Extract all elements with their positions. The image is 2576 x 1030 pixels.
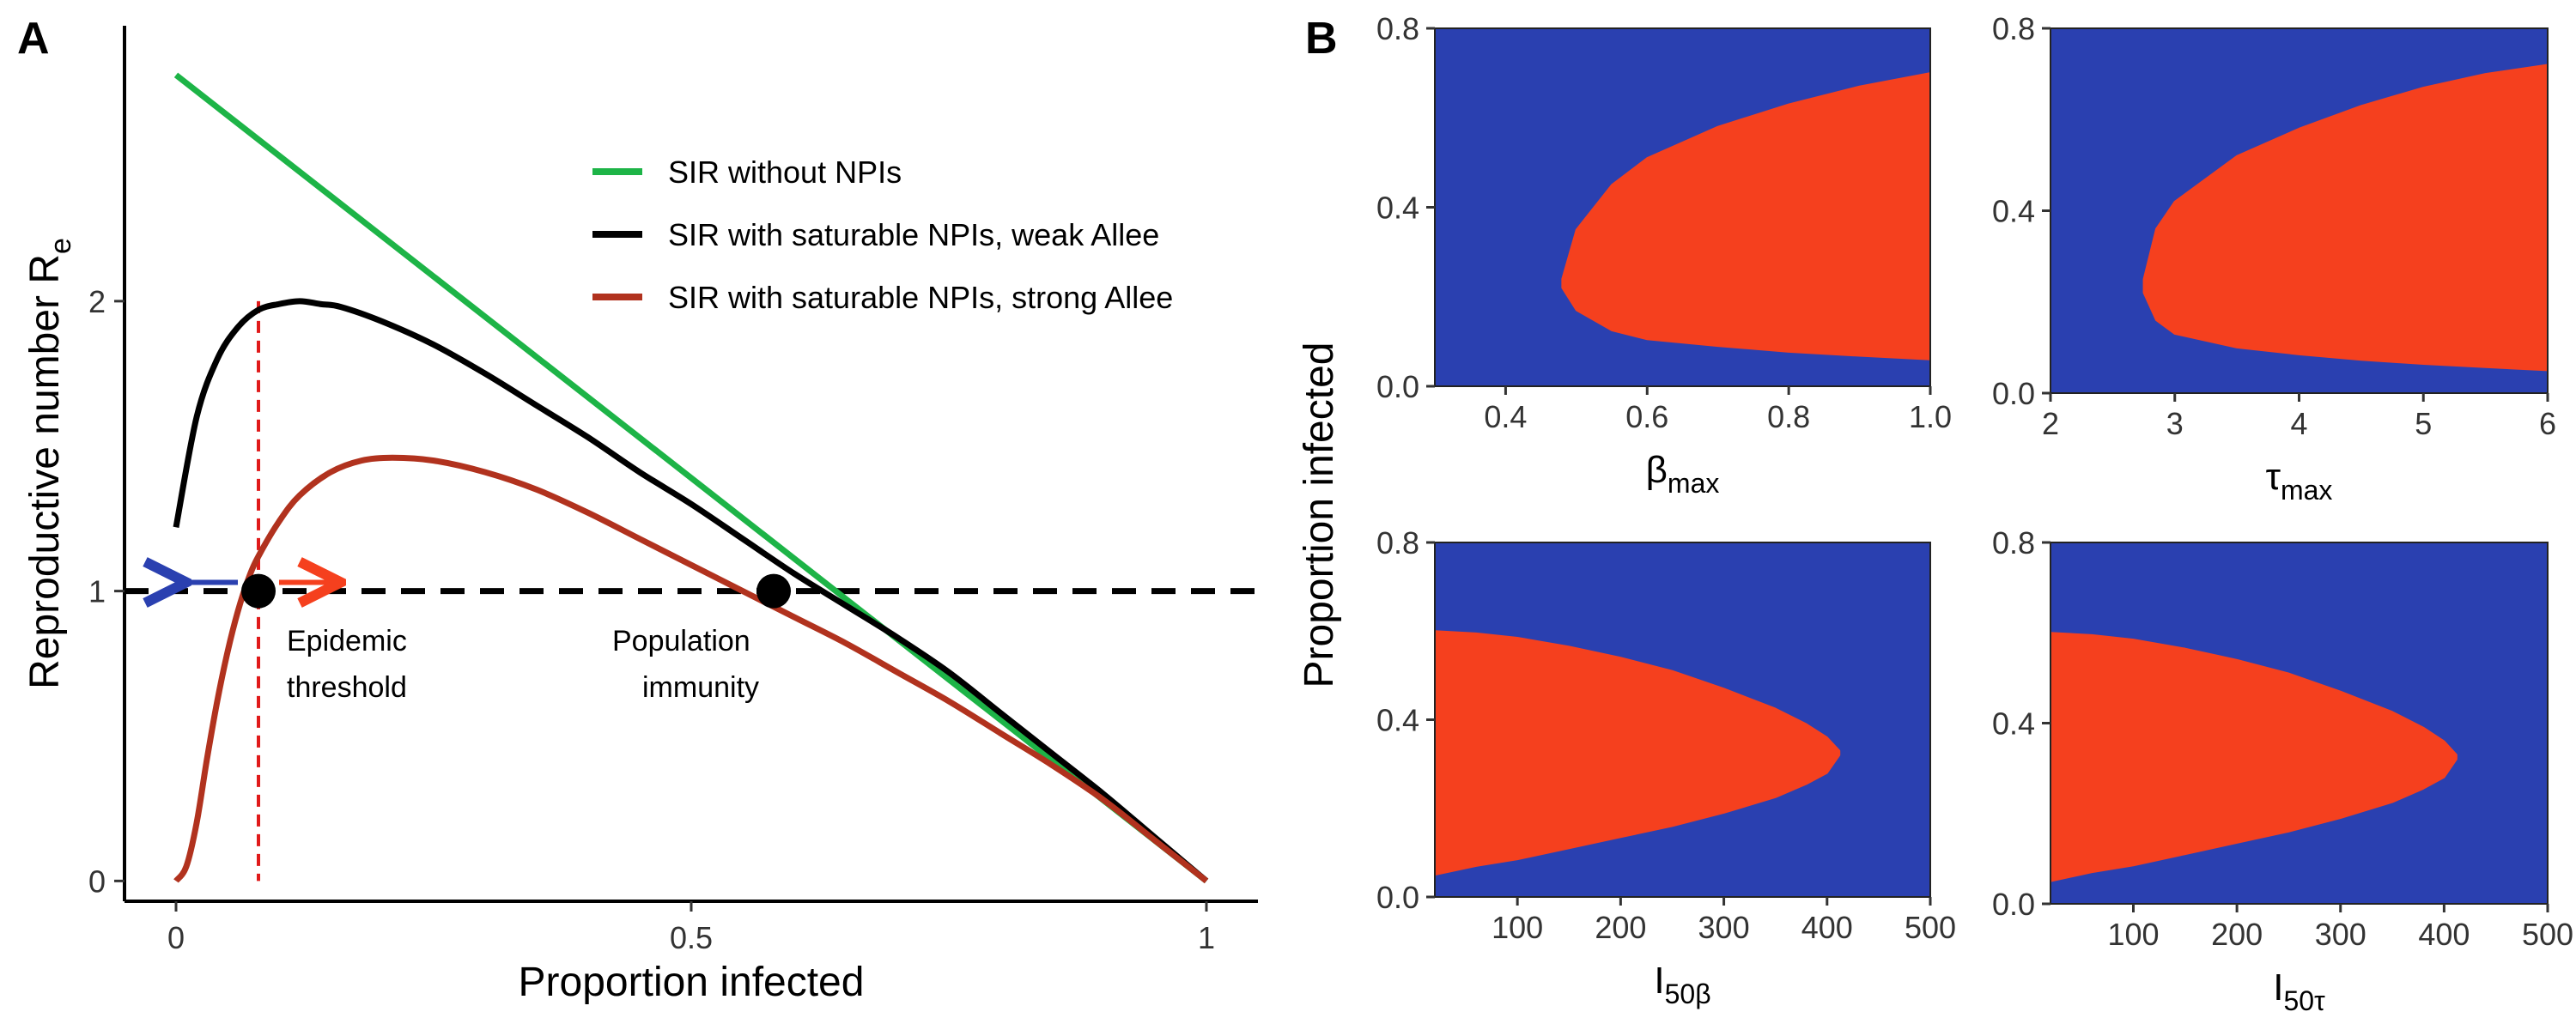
heatmap-beta-max-y-tick-label: 0.4 [1376,191,1419,226]
legend-label-black: SIR with saturable NPIs, weak Allee [668,217,1159,252]
panel-a-ylabel: Reproductive number Re [22,238,77,689]
panel-a-xlabel: Proportion infected [519,960,865,1005]
panel-a-x-tick-label: 0.5 [670,920,713,955]
legend-label-green: SIR without NPIs [668,154,902,190]
heatmap-tau-max-xlabel: τmax [2266,456,2333,506]
heatmap-i50-tau-x-tick-label: 100 [2107,917,2159,952]
annotation-immunity-line2: immunity [642,671,759,704]
heatmap-beta-max-x-tick-label: 0.4 [1484,399,1527,434]
panel-a-ylabel-sub: e [45,238,77,254]
heatmap-beta-max-y-tick-label: 0.8 [1376,11,1419,46]
panel-b-plots: 0.4 0.6 0.8 1.0 0.0 0.4 0.8 βmax 2 3 4 5 6 0.0 0.4 0.8 τ… [1376,11,2573,1016]
legend: SIR without NPIs SIR with saturable NPIs… [592,154,1173,315]
series-weak-allee [173,298,1209,884]
heatmap-i50-beta-xlabel: I50β [1654,960,1710,1009]
heatmap-i50-tau-x-tick-label: 200 [2211,917,2263,952]
series-strong-allee [173,454,1209,884]
panel-a-y-tick-label: 1 [88,574,106,609]
heatmap-i50-tau-y-tick-label: 0.4 [1992,706,2035,742]
heatmap-tau-max-y-tick-label: 0.4 [1992,194,2035,229]
heatmap-i50-beta-x-tick-label: 300 [1698,910,1750,945]
heatmap-tau-max-y-tick-label: 0.0 [1992,376,2035,411]
heatmap-tau-max-y-tick-label: 0.8 [1992,11,2035,46]
heatmap-beta-max-y-tick-label: 0.0 [1376,369,1419,404]
heatmap-i50-tau-x-tick-label: 300 [2315,917,2366,952]
population-immunity-point [756,573,791,609]
heatmap-tau-max-x-tick-label: 5 [2415,406,2432,441]
panel-a-x-tick-label: 1 [1198,920,1215,955]
epidemic-threshold-point [241,573,276,609]
heatmap-tau-max-x-tick-label: 2 [2042,406,2059,441]
heatmap-i50-tau-region [2050,632,2458,882]
legend-label-red: SIR with saturable NPIs, strong Allee [668,280,1173,315]
heatmap-i50-beta-y-tick-label: 0.8 [1376,525,1419,560]
heatmap-beta-max-x-tick-label: 1.0 [1909,399,1952,434]
heatmap-i50-beta-x-tick-label: 200 [1595,910,1646,945]
heatmap-i50-beta-y-tick-label: 0.4 [1376,703,1419,738]
heatmap-tau-max-x-tick-label: 6 [2539,406,2556,441]
panel-a-plot: 0 0.5 1 0 1 2 [88,26,1258,955]
heatmap-tau-max-x-tick-label: 4 [2290,406,2307,441]
panel-a-y-tick-label: 0 [88,863,106,899]
heatmap-i50-beta-x-tick-label: 400 [1801,910,1853,945]
heatmap-beta-max-x-tick-label: 0.8 [1767,399,1810,434]
panel-a-letter: A [17,14,50,64]
heatmap-i50-tau-x-tick-label: 500 [2522,917,2573,952]
heatmap-i50-tau-x-tick-label: 400 [2418,917,2470,952]
heatmap-beta-max-xlabel: βmax [1646,449,1720,499]
heatmap-i50-tau-y-tick-label: 0.8 [1992,525,2035,560]
panel-a-y-tick-label: 2 [88,284,106,319]
annotation-epidemic-line1: Epidemic [287,625,407,657]
heatmap-beta-max-x-tick-label: 0.6 [1625,399,1668,434]
annotation-epidemic-line2: threshold [287,671,407,704]
panel-b-ylabel: Proportion infected [1297,342,1342,688]
heatmap-i50-tau-y-tick-label: 0.0 [1992,887,2035,922]
heatmap-i50-beta-x-tick-label: 100 [1492,910,1543,945]
series-sir-without-npis [173,72,1209,884]
panel-b-letter: B [1305,14,1338,64]
heatmap-tau-max-x-tick-label: 3 [2166,406,2184,441]
panel-a-x-tick-label: 0 [167,920,185,955]
heatmap-i50-beta-region [1434,630,1841,876]
heatmap-i50-beta-y-tick-label: 0.0 [1376,880,1419,915]
heatmap-i50-tau-xlabel: I50τ [2273,966,2325,1016]
heatmap-i50-beta-x-tick-label: 500 [1905,910,1956,945]
annotation-immunity-line1: Population [612,625,750,657]
